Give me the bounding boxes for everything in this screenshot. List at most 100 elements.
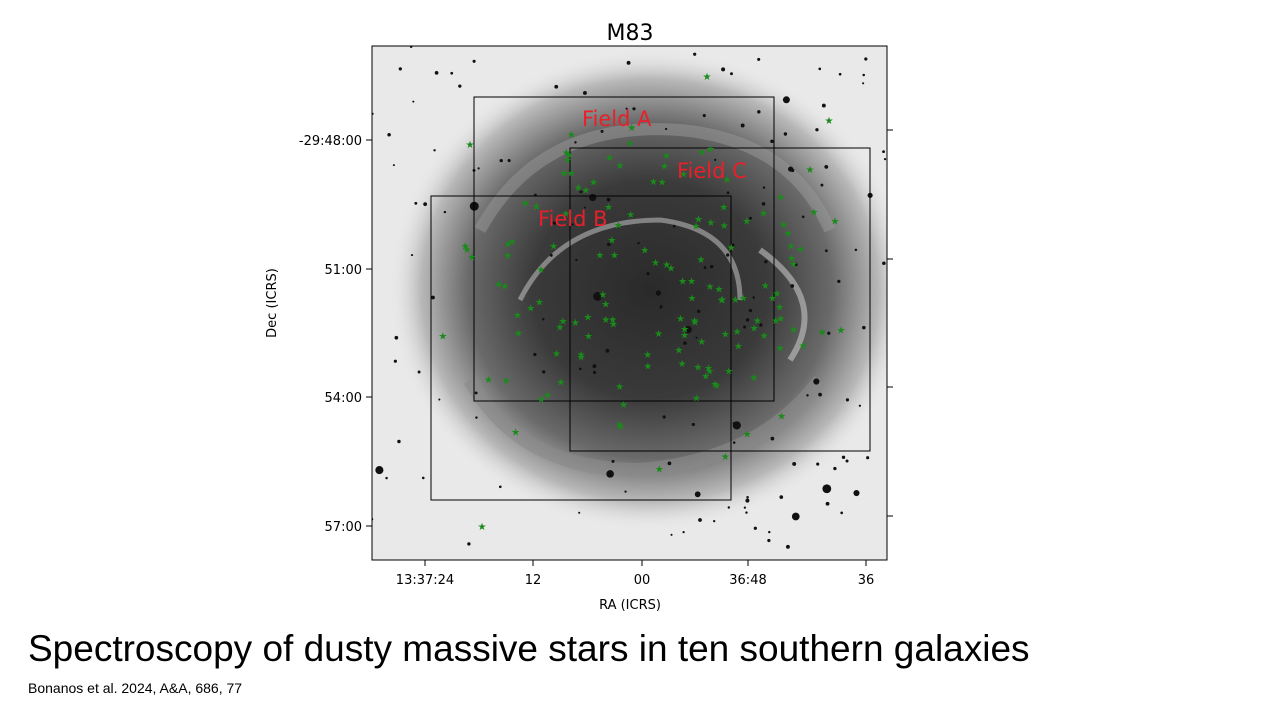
background-star [412,100,415,103]
background-star [806,394,809,397]
star-marker: ★ [761,281,770,292]
star-marker: ★ [660,161,669,172]
background-star [854,248,858,252]
background-star [695,336,698,339]
star-marker: ★ [697,337,706,348]
background-star [625,107,628,110]
background-star [825,501,830,506]
star-marker: ★ [467,252,476,263]
background-star [824,164,829,169]
x-tick-label: 36 [858,573,875,588]
star-marker: ★ [565,150,574,161]
star-marker: ★ [743,429,752,440]
background-star [626,60,631,65]
background-star [606,197,611,202]
background-star [475,416,478,419]
background-star [702,114,706,118]
background-star [753,526,757,530]
background-star [662,415,666,419]
star-marker: ★ [609,319,618,330]
background-star [394,335,399,340]
star-marker: ★ [678,276,687,287]
background-star [575,258,578,262]
star-marker: ★ [680,325,689,336]
star-marker: ★ [514,329,523,340]
background-star [858,404,861,407]
star-marker: ★ [466,140,475,151]
star-marker: ★ [655,464,664,475]
star-marker: ★ [771,316,780,327]
star-marker: ★ [705,282,714,293]
star-marker: ★ [521,198,530,209]
y-tick-label: 54:00 [325,391,362,406]
background-star [607,242,611,247]
background-star [824,249,828,253]
background-star [862,325,866,330]
x-axis-label: RA (ICRS) [599,598,661,613]
background-star [417,370,421,374]
background-star [578,511,581,514]
star-marker: ★ [733,327,742,338]
background-star [837,279,841,283]
background-star [838,72,842,76]
background-star [746,495,749,499]
star-marker: ★ [552,349,561,360]
star-marker: ★ [830,217,839,228]
background-star [693,52,697,56]
star-marker: ★ [719,203,728,214]
star-marker: ★ [595,250,604,261]
star-marker: ★ [734,342,743,353]
star-marker: ★ [614,221,623,232]
star-marker: ★ [607,236,616,247]
background-star [745,498,750,503]
background-star [730,243,735,248]
field-label: Field B [538,207,608,231]
background-star [749,216,752,220]
star-marker: ★ [772,289,781,300]
star-marker: ★ [625,138,634,149]
star-marker: ★ [775,302,784,313]
star-marker: ★ [749,373,758,384]
background-star [790,284,795,288]
background-star [864,57,868,61]
star-marker: ★ [692,394,701,405]
star-marker: ★ [581,186,590,197]
background-star [764,259,768,264]
background-star [409,46,413,49]
star-marker: ★ [714,284,723,295]
background-star [579,367,582,371]
background-star [709,264,714,269]
star-marker: ★ [789,325,798,336]
background-star [845,459,849,463]
background-star [600,129,604,133]
star-marker: ★ [532,202,541,213]
y-tick-label: 51:00 [325,263,362,278]
star-marker: ★ [678,359,687,370]
background-star [414,201,418,205]
star-marker: ★ [604,202,613,213]
star-marker: ★ [502,376,511,387]
background-star [583,91,587,95]
star-marker: ★ [753,316,762,327]
background-star [721,67,726,72]
star-marker: ★ [549,241,558,252]
star-marker: ★ [494,280,503,291]
star-marker: ★ [796,244,805,255]
star-marker: ★ [484,375,493,386]
background-star [883,157,887,161]
star-marker: ★ [687,276,696,287]
star-marker: ★ [674,345,683,356]
star-marker: ★ [710,380,719,391]
background-star [542,370,546,374]
star-marker: ★ [721,452,730,463]
x-tick-label: 36:48 [729,573,766,588]
star-marker: ★ [776,192,785,203]
field-label: Field C [677,159,747,183]
background-star [571,223,574,226]
background-star [740,123,745,128]
background-star [554,84,559,89]
background-star [818,392,822,397]
background-star [392,164,395,167]
star-marker: ★ [787,254,796,265]
background-star [434,70,439,75]
